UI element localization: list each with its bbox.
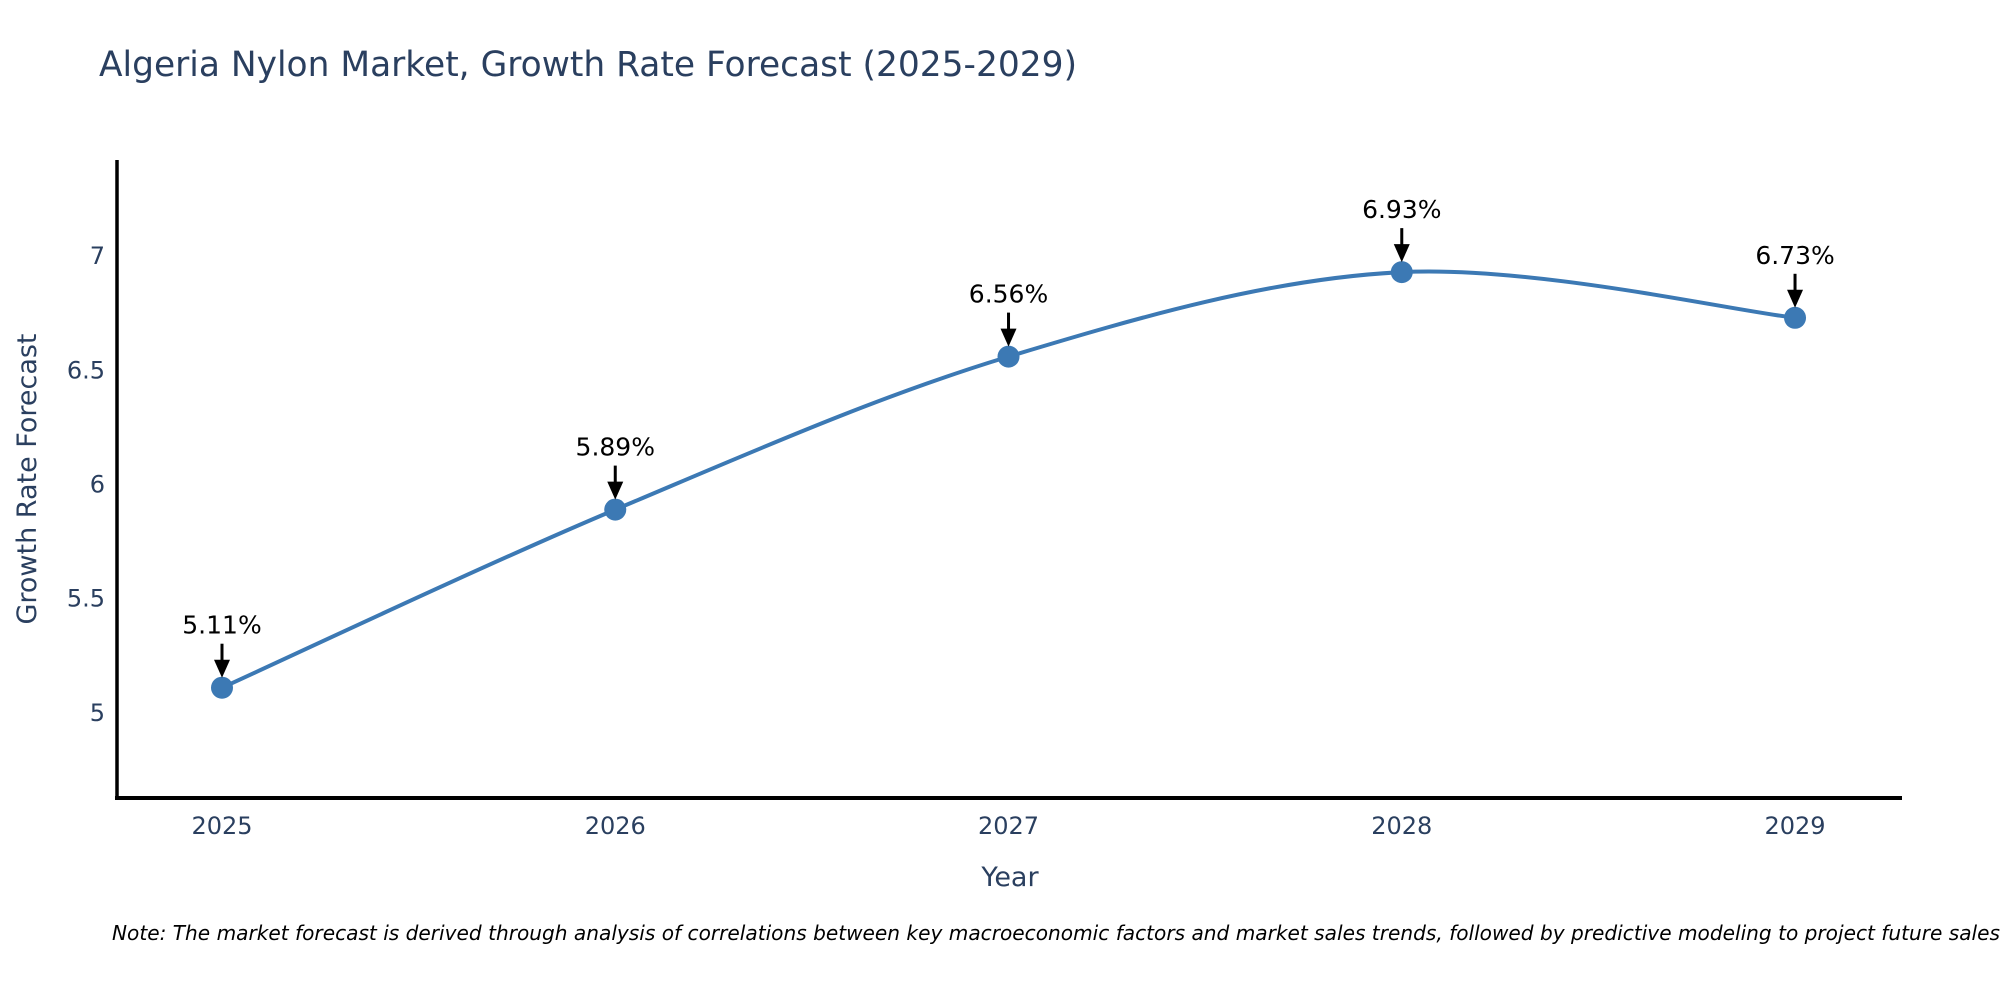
chart-title: Algeria Nylon Market, Growth Rate Foreca… bbox=[99, 45, 1077, 85]
annotation-arrowhead bbox=[214, 659, 230, 678]
x-tick-label: 2029 bbox=[1764, 812, 1825, 840]
annotation-arrowhead bbox=[1787, 289, 1804, 308]
data-label: 6.56% bbox=[969, 280, 1048, 309]
annotation-arrowhead bbox=[1393, 244, 1410, 263]
annotation-arrowhead bbox=[607, 481, 624, 500]
footnote: Note: The market forecast is derived thr… bbox=[112, 921, 2000, 945]
data-point-marker bbox=[604, 498, 627, 521]
x-tick-label: 2027 bbox=[978, 812, 1039, 840]
y-tick-label: 5.5 bbox=[67, 585, 105, 613]
data-label: 5.11% bbox=[182, 611, 261, 640]
data-label: 5.89% bbox=[576, 433, 655, 462]
annotation-arrowhead bbox=[1000, 328, 1017, 347]
x-tick-label: 2026 bbox=[585, 812, 646, 840]
axes: 5 5.5 6 6.5 7 2025 2026 2027 2028 2029 bbox=[67, 160, 1902, 840]
y-tick-label: 6 bbox=[90, 470, 105, 498]
data-point-marker bbox=[997, 345, 1020, 368]
x-axis-title: Year bbox=[980, 862, 1039, 893]
y-tick-label: 7 bbox=[90, 242, 105, 270]
x-tick-label: 2028 bbox=[1371, 812, 1432, 840]
trend-series bbox=[211, 261, 1807, 699]
data-point-marker bbox=[1784, 306, 1807, 329]
data-point-marker bbox=[1390, 261, 1413, 284]
x-tick-label: 2025 bbox=[191, 812, 252, 840]
y-axis-title: Growth Rate Forecast bbox=[12, 333, 43, 624]
data-label: 6.93% bbox=[1362, 195, 1441, 224]
y-tick-label: 6.5 bbox=[67, 356, 105, 384]
data-point-marker bbox=[211, 676, 233, 699]
data-label: 6.73% bbox=[1755, 241, 1834, 270]
annotations: 5.11% 5.89% 6.56% 6.93% 6.73% bbox=[182, 195, 1835, 678]
y-tick-label: 5 bbox=[90, 699, 105, 727]
